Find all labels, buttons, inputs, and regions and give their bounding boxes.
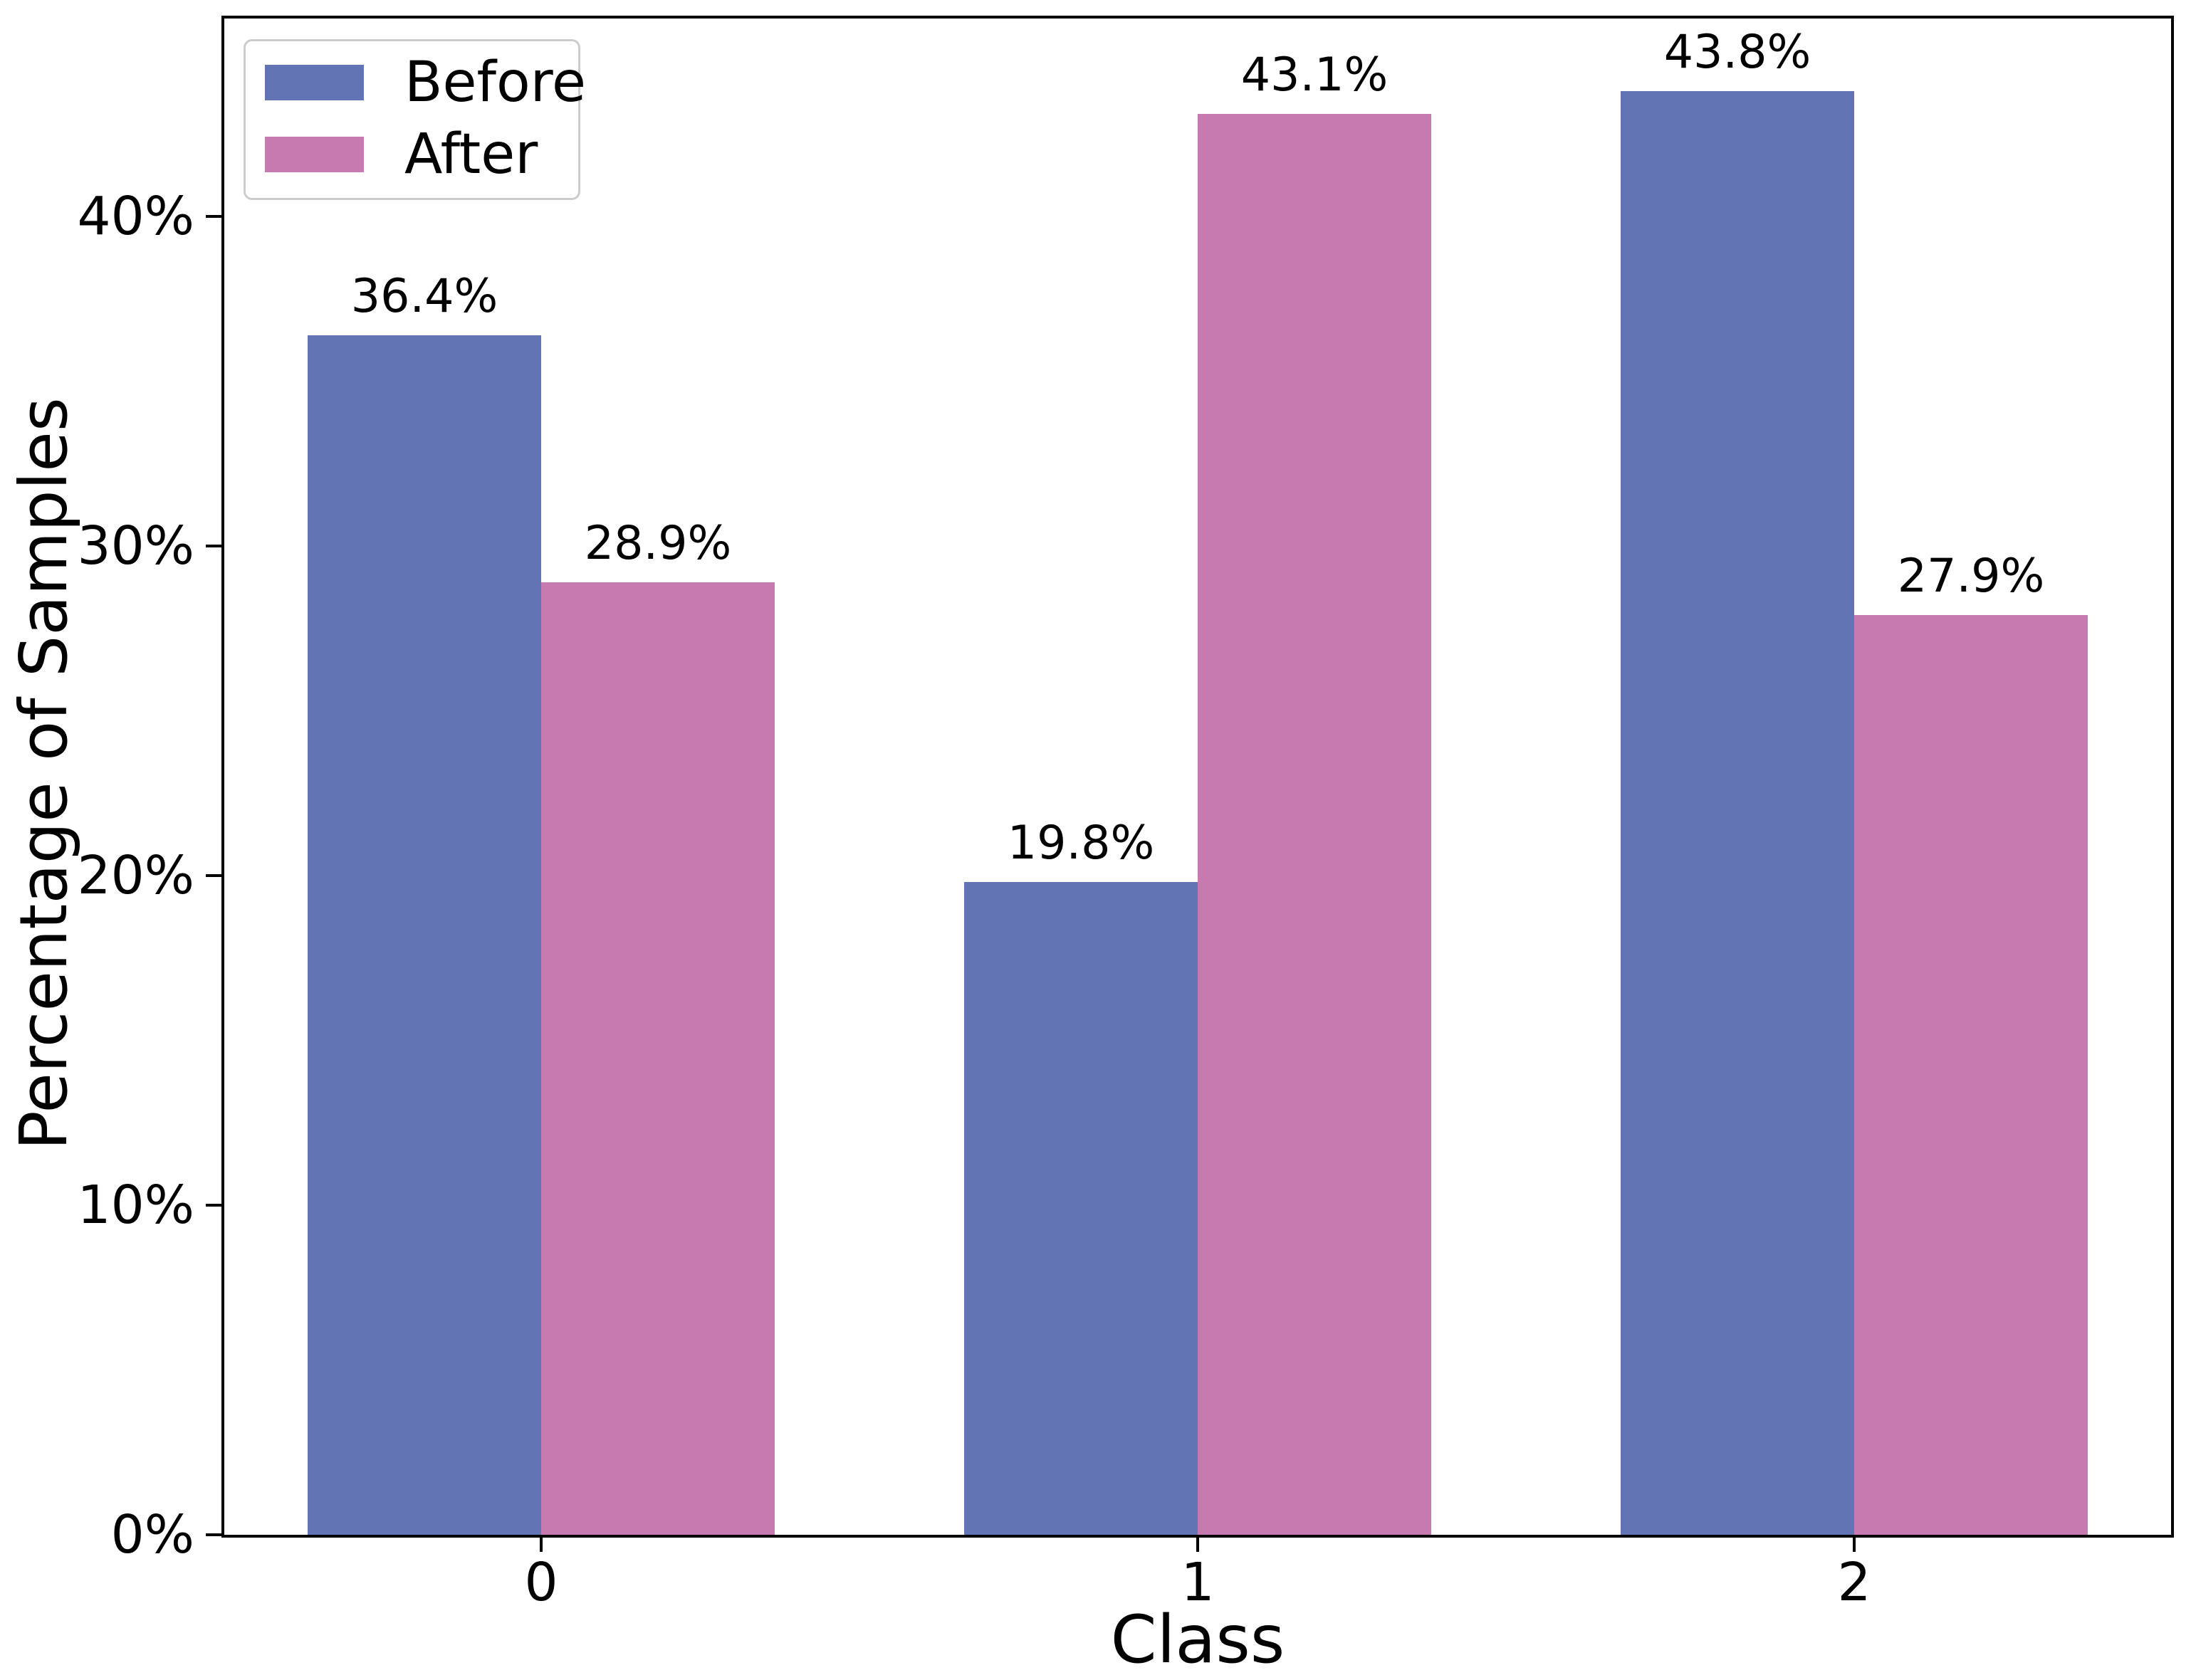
x-tick-label-0: 0 <box>524 1552 558 1613</box>
bar-value-label-after-class-0: 28.9% <box>584 517 732 570</box>
x-tick-mark-2 <box>1853 1538 1856 1552</box>
bar-value-label-after-class-2: 27.9% <box>1897 550 2045 603</box>
y-tick-mark-40 <box>206 214 221 218</box>
y-tick-mark-0 <box>206 1533 221 1536</box>
y-tick-label-30: 30% <box>77 515 194 577</box>
x-tick-mark-0 <box>540 1538 543 1552</box>
bar-value-label-before-class-0: 36.4% <box>350 270 498 323</box>
bar-value-label-before-class-1: 19.8% <box>1007 817 1155 870</box>
y-tick-label-40: 40% <box>77 185 194 247</box>
legend-swatch-before <box>265 65 364 100</box>
legend: Before After <box>244 39 586 200</box>
bar-before-class-2 <box>1621 91 1854 1535</box>
y-tick-label-0: 0% <box>110 1504 194 1565</box>
bar-after-class-2 <box>1854 615 2088 1535</box>
bar-value-label-before-class-2: 43.8% <box>1663 26 1811 79</box>
bar-value-label-after-class-1: 43.1% <box>1240 48 1389 102</box>
legend-item-before: Before <box>265 55 586 110</box>
bar-after-class-1 <box>1198 114 1431 1535</box>
legend-label-after: After <box>404 122 538 187</box>
y-tick-mark-30 <box>206 544 221 547</box>
x-tick-label-1: 1 <box>1181 1552 1215 1613</box>
y-tick-label-20: 20% <box>77 844 194 906</box>
legend-swatch-after <box>265 137 364 172</box>
y-axis-label-text: Percentage of Samples <box>6 397 82 1150</box>
y-tick-mark-10 <box>206 1203 221 1207</box>
x-axis-label: Class <box>1110 1601 1285 1678</box>
bar-before-class-1 <box>964 882 1198 1535</box>
y-tick-label-10: 10% <box>77 1174 194 1236</box>
bar-before-class-0 <box>308 335 541 1535</box>
bar-after-class-0 <box>541 582 775 1535</box>
bars-layer: 36.4% 28.9% 19.8% 43.1% 43.8% 27.9% <box>224 19 2171 1535</box>
x-tick-label-2: 2 <box>1837 1552 1871 1613</box>
legend-label-before: Before <box>404 51 587 115</box>
x-tick-mark-1 <box>1196 1538 1199 1552</box>
legend-item-after: After <box>265 127 578 182</box>
plot-area: 36.4% 28.9% 19.8% 43.1% 43.8% 27.9% Before Af… <box>221 16 2174 1538</box>
y-tick-mark-20 <box>206 873 221 877</box>
